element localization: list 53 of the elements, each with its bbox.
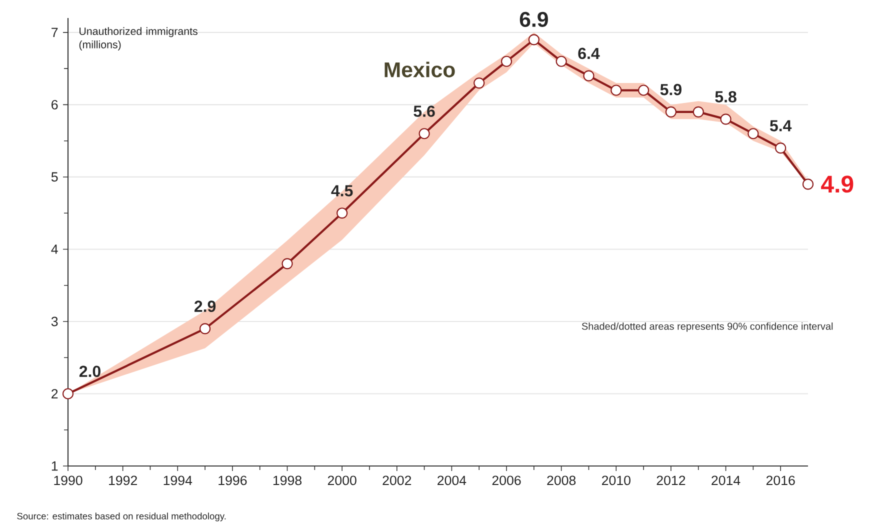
data-label: 6.9 [520,12,548,27]
x-tick-label: 2000 [328,476,356,486]
point [665,106,676,118]
data-label: 6.4 [578,48,600,60]
point [748,128,759,140]
y-tick-label: 6 [52,100,58,110]
x-tick-label: 2008 [547,476,576,486]
point [610,84,622,96]
data-label: 5.4 [770,120,792,132]
x-tick-label: 2006 [492,476,521,486]
source-note: Source: estimates based on residual methodology. [17,512,226,522]
data-label: 4.9 [821,176,854,193]
x-tick-label: 2004 [438,476,466,486]
x-tick-label: 2010 [602,476,630,486]
point [336,208,348,219]
point [282,258,293,270]
point [583,70,594,82]
y-tick-label: 7 [52,28,58,38]
y-tick-label: 5 [51,172,58,182]
point [474,77,485,89]
series-label: Mexico [384,62,455,78]
x-tick-label: 2012 [656,476,686,486]
x-tick-label: 1998 [273,476,302,486]
x-tick-label: 1996 [218,476,247,486]
point [720,114,732,125]
data-label: 4.5 [331,185,353,196]
data-label: 5.8 [715,91,736,102]
y-tick-label: 3 [51,316,58,326]
point [775,142,786,154]
point [556,56,567,67]
x-tick-label: 2016 [766,476,795,486]
x-tick-label: 1992 [109,476,137,486]
x-tick-label: 1990 [54,476,82,486]
x-tick-label: 1994 [164,476,192,486]
y-axis-title: Unauthorized immigrants (millions) [79,27,198,50]
x-tick-label: 2014 [712,476,740,486]
point [692,106,704,118]
annotation: Shaded/dotted areas represents 90% confidence interval [582,322,833,332]
data-label: 5.6 [414,106,435,117]
point [418,128,430,140]
data-label: 5.9 [660,84,682,96]
point [528,34,540,46]
y-tick-label: 2 [52,389,58,398]
point [200,323,211,334]
x-tick-label: 2002 [382,476,412,486]
point [802,178,814,190]
point [638,84,650,96]
y-tick-label: 4 [51,244,58,254]
data-label: 2.0 [79,366,100,378]
point [500,56,512,67]
y-tick-label: 1 [52,461,58,471]
point [62,388,74,400]
data-label: 2.9 [194,300,216,312]
